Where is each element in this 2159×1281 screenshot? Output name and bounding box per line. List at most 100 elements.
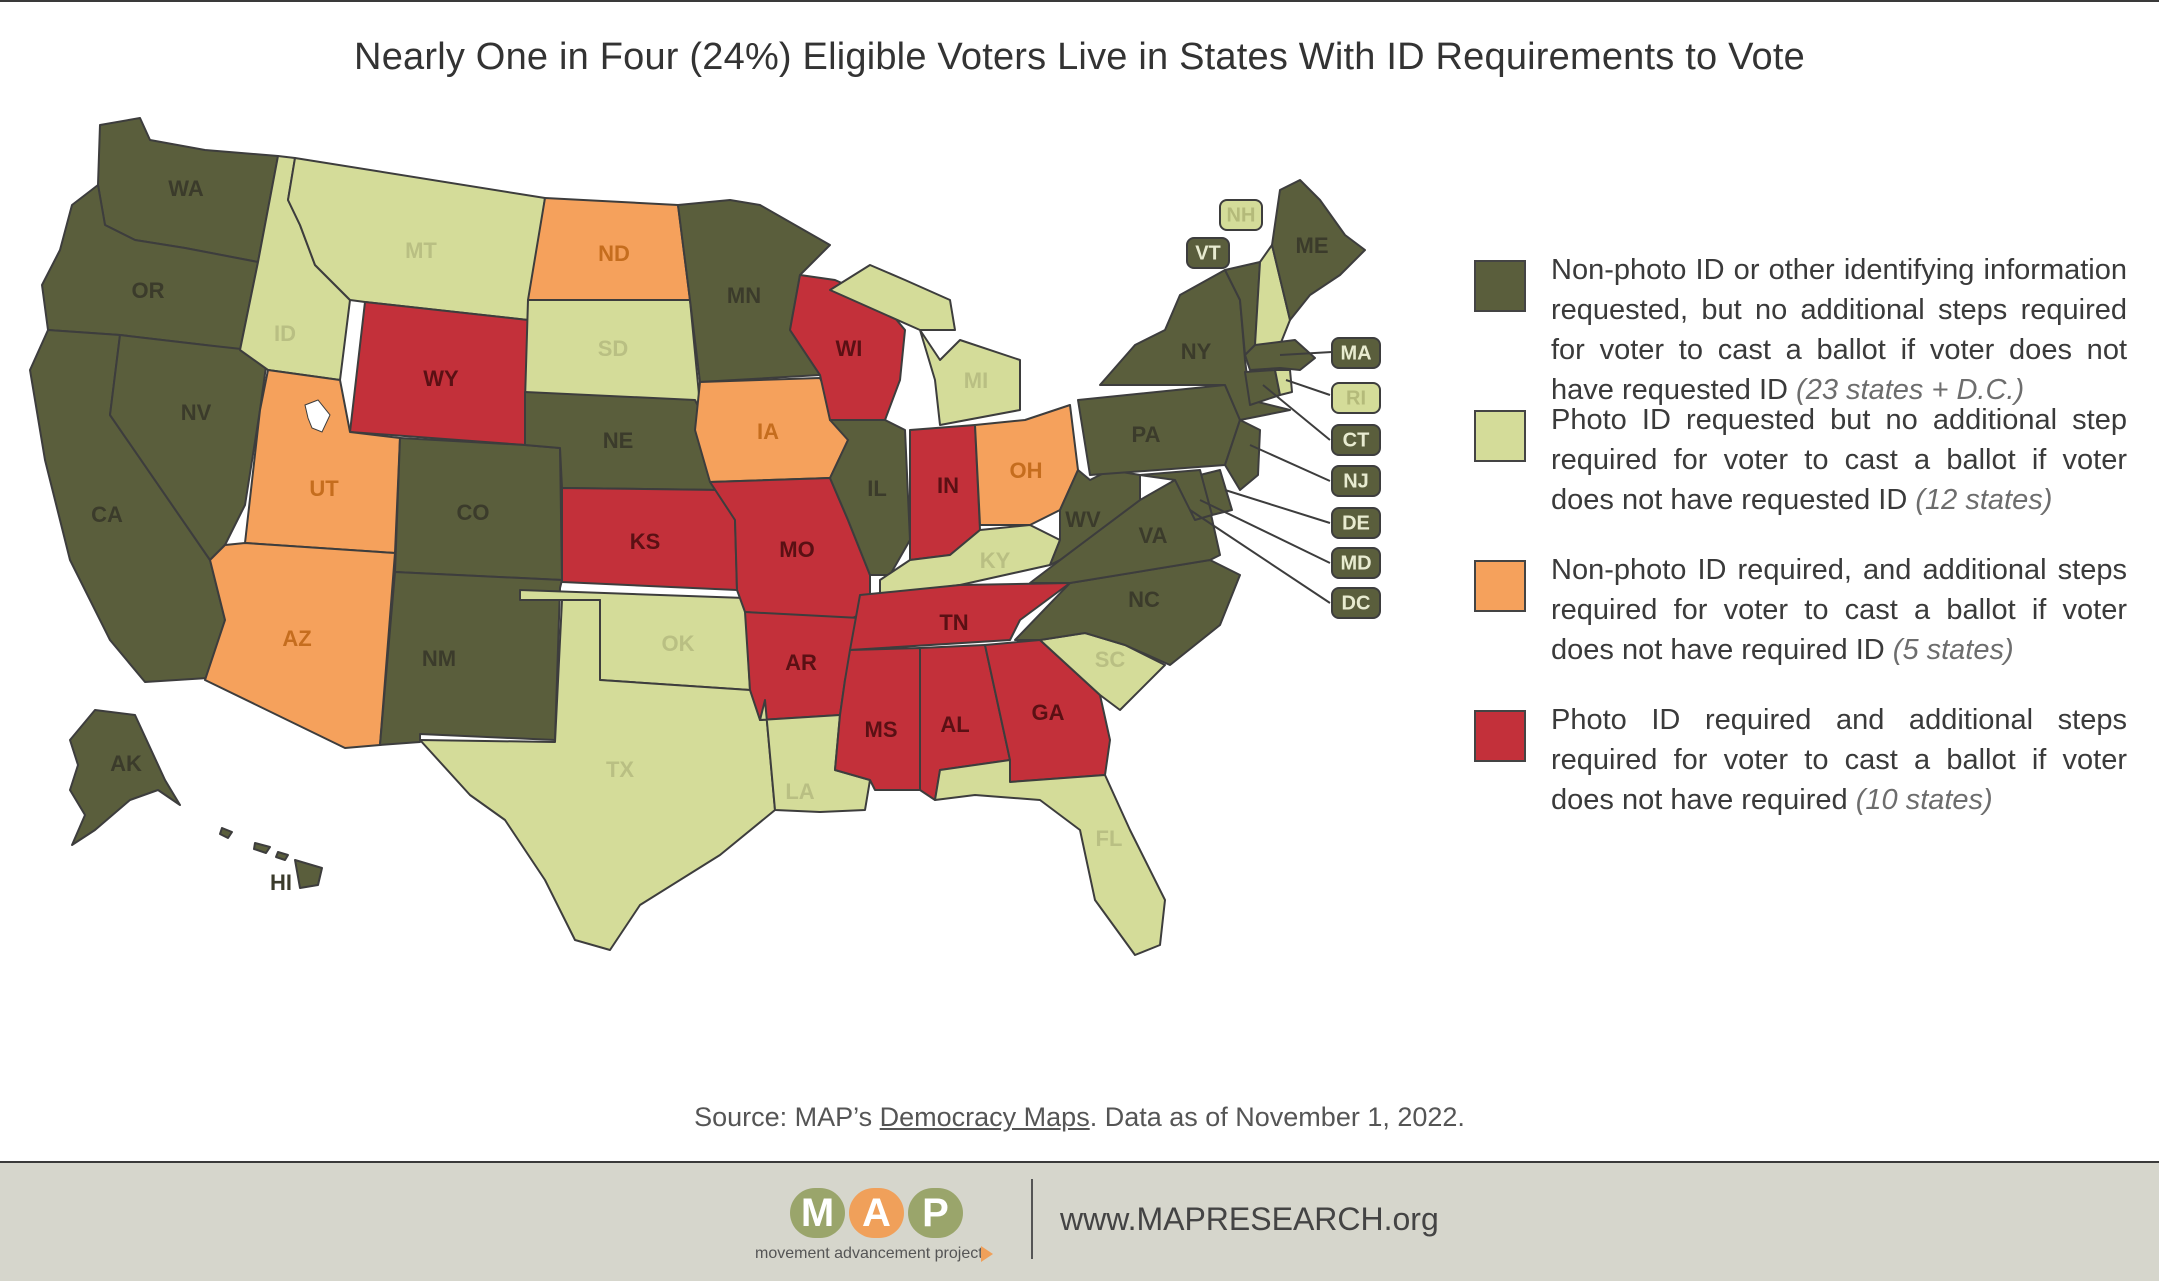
state-NH[interactable]	[1254, 244, 1291, 346]
label-CA: CA	[91, 502, 123, 527]
label-ID: ID	[274, 321, 296, 346]
state-ME[interactable]	[1271, 179, 1366, 321]
label-NE: NE	[603, 428, 634, 453]
label-MD: MD	[1340, 552, 1371, 574]
logo-letter-m: M	[790, 1188, 845, 1238]
state-NJ[interactable]	[1224, 419, 1261, 491]
footer-divider	[1031, 1179, 1033, 1259]
label-NM: NM	[422, 646, 456, 671]
label-OR: OR	[132, 278, 165, 303]
legend-count: (10 states)	[1855, 784, 1993, 816]
state-TX[interactable]	[419, 599, 776, 951]
label-WV: WV	[1065, 507, 1101, 532]
label-PA: PA	[1132, 422, 1161, 447]
callout-tag-dc	[1331, 587, 1381, 619]
label-LA: LA	[785, 779, 814, 804]
state-AZ[interactable]	[204, 542, 396, 749]
state-HI-small3[interactable]	[275, 851, 289, 861]
label-OK: OK	[662, 631, 695, 656]
state-HI-small2[interactable]	[253, 842, 271, 854]
democracy-maps-link[interactable]: Democracy Maps	[879, 1102, 1090, 1132]
legend-text: Photo ID required and additional steps r…	[1551, 704, 2127, 816]
legend-count: (5 states)	[1892, 634, 2014, 666]
label-NJ: NJ	[1343, 470, 1369, 492]
label-IN: IN	[937, 473, 959, 498]
label-GA: GA	[1032, 700, 1065, 725]
label-ND: ND	[598, 241, 630, 266]
label-MO: MO	[779, 537, 814, 562]
great-salt-lake	[304, 399, 331, 433]
label-DC: DC	[1342, 592, 1371, 614]
label-NH: NH	[1227, 204, 1256, 226]
callout-tag-nj	[1331, 465, 1381, 497]
label-OH: OH	[1010, 458, 1043, 483]
legend-text: Non-photo ID required, and additional st…	[1551, 554, 2127, 666]
callout-tag-md	[1331, 547, 1381, 579]
state-RI[interactable]	[1274, 369, 1293, 396]
legend-swatch	[1474, 710, 1526, 762]
label-AZ: AZ	[282, 626, 311, 651]
label-CO: CO	[457, 500, 490, 525]
label-FL: FL	[1096, 826, 1123, 851]
legend-item-nonphoto-required: Non-photo ID required, and additional st…	[1474, 550, 2134, 700]
state-IL[interactable]	[829, 419, 911, 576]
label-AL: AL	[940, 712, 969, 737]
legend-item-photo-requested: Photo ID requested but no additional ste…	[1474, 400, 2134, 550]
label-WY: WY	[423, 366, 459, 391]
footer-rule	[0, 1161, 2159, 1163]
logo-letter-a: A	[849, 1188, 904, 1238]
state-FL[interactable]	[934, 759, 1166, 956]
callout-tag-ma	[1331, 337, 1381, 369]
state-NV[interactable]	[109, 334, 269, 561]
label-NY: NY	[1181, 339, 1212, 364]
label-IA: IA	[757, 419, 779, 444]
callout-tag-vt	[1186, 237, 1230, 269]
label-UT: UT	[309, 476, 339, 501]
legend-count: (12 states)	[1915, 484, 2053, 516]
logo-tagline: movement advancement project	[755, 1245, 983, 1262]
label-DE: DE	[1342, 512, 1370, 534]
label-TX: TX	[606, 757, 634, 782]
label-MA: MA	[1340, 342, 1371, 364]
state-CT[interactable]	[1244, 369, 1281, 406]
legend-item-nonphoto-requested: Non-photo ID or other identifying inform…	[1474, 250, 2134, 406]
us-map: WA OR CA NV ID MT WY UT AZ CO NM ND SD N…	[29, 117, 1381, 956]
page-title: Nearly One in Four (24%) Eligible Voters…	[354, 36, 1805, 78]
label-NV: NV	[181, 400, 212, 425]
callout-tag-ri	[1331, 382, 1381, 414]
label-CT: CT	[1343, 429, 1370, 451]
callout-tag-de	[1331, 507, 1381, 539]
legend-item-photo-required: Photo ID required and additional steps r…	[1474, 700, 2134, 850]
state-MI[interactable]	[829, 264, 1021, 426]
state-HI-small1[interactable]	[219, 827, 233, 839]
label-AR: AR	[785, 650, 817, 675]
logo-letter-p: P	[908, 1188, 963, 1238]
callout-tag-nh	[1219, 199, 1263, 231]
label-KS: KS	[630, 529, 661, 554]
legend-swatch	[1474, 410, 1526, 462]
top-rule	[0, 0, 2159, 2]
state-MD[interactable]	[1139, 469, 1213, 521]
arrow-icon	[981, 1246, 993, 1262]
label-RI: RI	[1346, 387, 1366, 409]
label-AK: AK	[110, 751, 142, 776]
label-NC: NC	[1128, 587, 1160, 612]
callout-tag-ct	[1331, 424, 1381, 456]
legend-swatch	[1474, 560, 1526, 612]
label-SD: SD	[598, 336, 629, 361]
footer: M A P movement advancement project www.M…	[0, 1163, 2159, 1281]
label-MI: MI	[964, 368, 988, 393]
label-SC: SC	[1095, 647, 1126, 672]
state-HI[interactable]	[294, 859, 323, 889]
map-logo[interactable]: M A P	[790, 1188, 963, 1244]
state-AK[interactable]	[69, 709, 181, 846]
source-note: Source: MAP’s Democracy Maps. Data as of…	[0, 1102, 2159, 1133]
source-suffix: . Data as of November 1, 2022.	[1089, 1102, 1465, 1132]
label-TN: TN	[939, 610, 968, 635]
legend: Non-photo ID or other identifying inform…	[1474, 250, 2134, 850]
label-VA: VA	[1139, 523, 1168, 548]
legend-text: Photo ID requested but no additional ste…	[1551, 404, 2127, 516]
label-WI: WI	[836, 336, 863, 361]
footer-url-link[interactable]: www.MAPRESEARCH.org	[1060, 1201, 1439, 1237]
label-KY: KY	[980, 548, 1011, 573]
